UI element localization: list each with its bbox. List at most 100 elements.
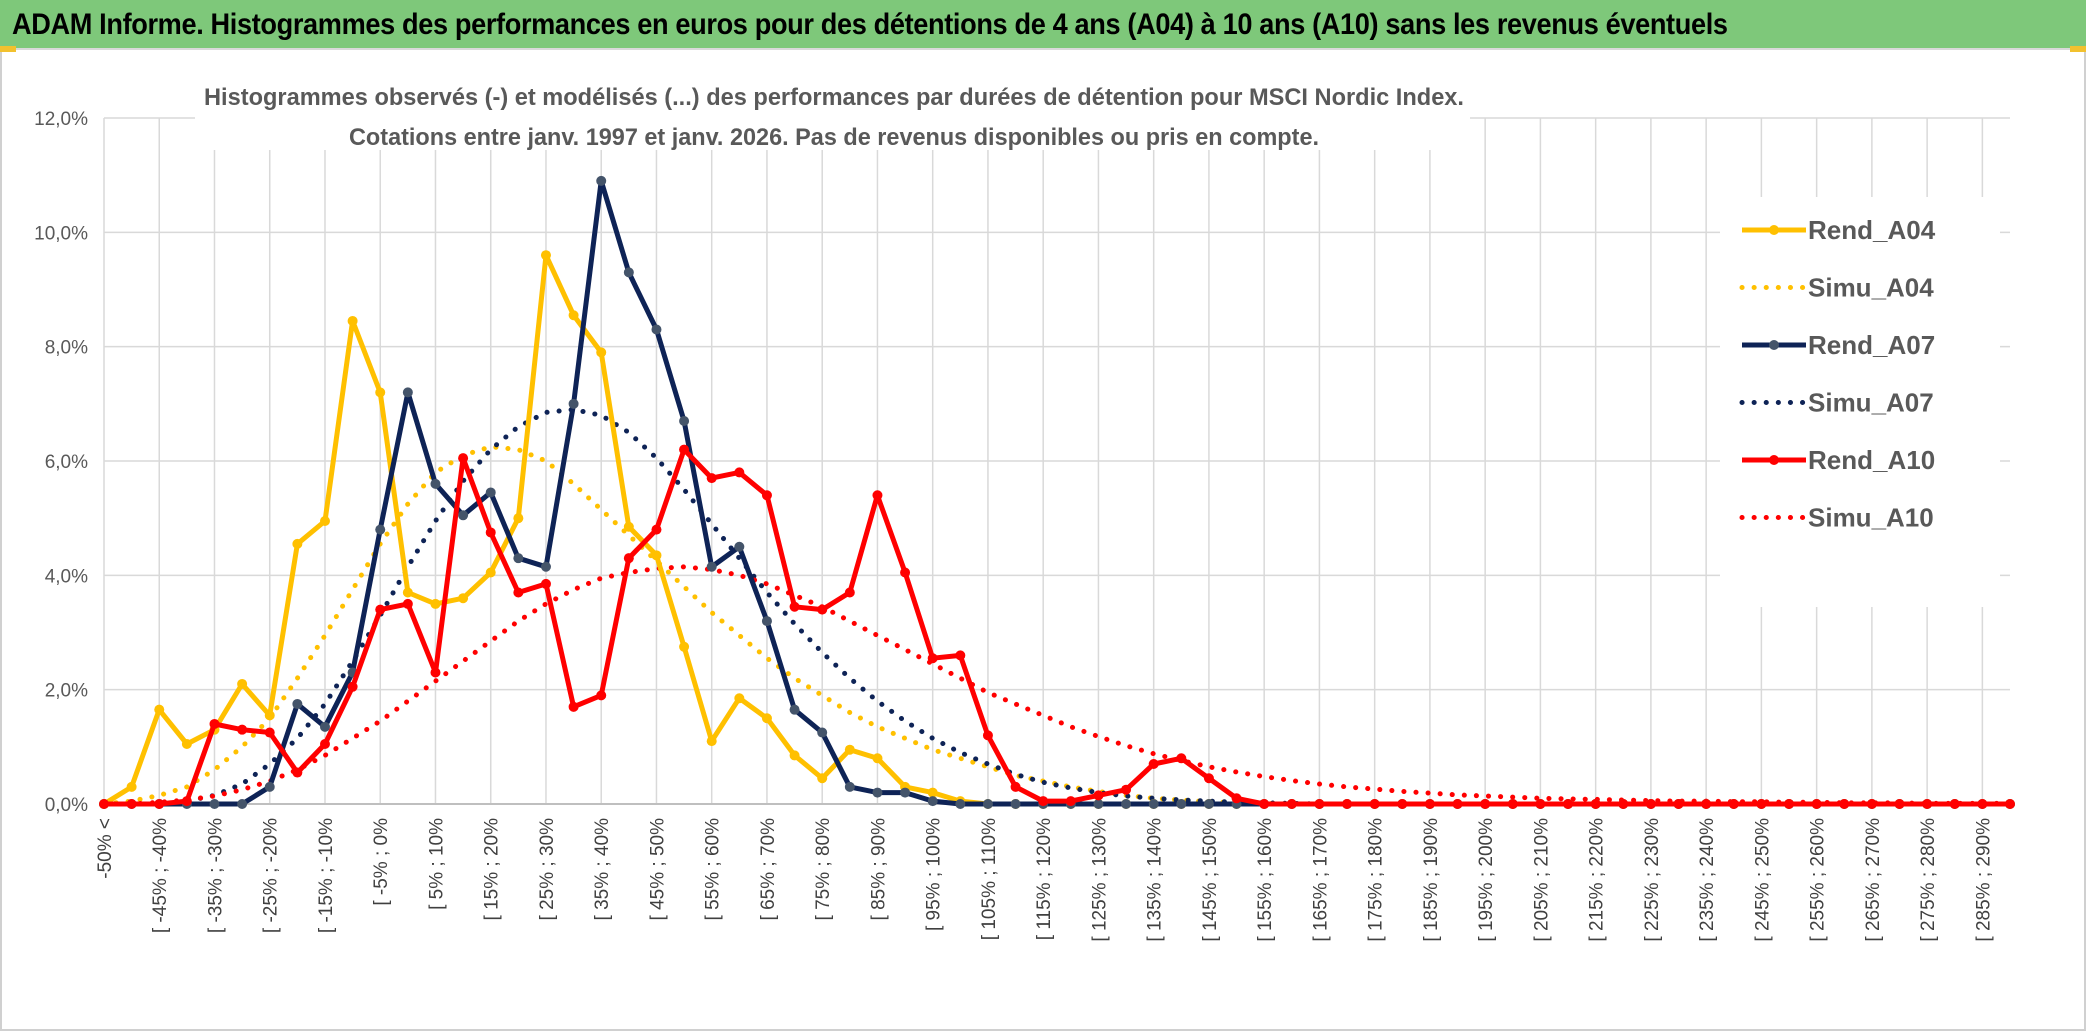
x-tick-label: [ 5% ; 10% <box>426 818 447 910</box>
legend-marker <box>1769 225 1779 235</box>
data-point <box>513 513 524 524</box>
data-point <box>1894 799 1905 809</box>
data-point <box>596 175 607 186</box>
data-point <box>264 781 275 792</box>
x-tick-label: [ 275% ; 280% <box>1918 818 1939 942</box>
data-point <box>1093 799 1104 809</box>
data-point <box>237 799 248 809</box>
data-point <box>1673 799 1684 809</box>
data-point <box>651 324 662 335</box>
x-tick-label: [ 55% ; 60% <box>703 818 724 921</box>
data-point <box>844 587 855 598</box>
data-point <box>1922 799 1933 809</box>
data-point <box>237 724 248 735</box>
legend-item-rend-a04: Rend_A04 <box>1742 215 1936 245</box>
data-point <box>1010 781 1021 792</box>
data-point <box>651 524 662 535</box>
data-point <box>844 781 855 792</box>
data-point <box>402 598 413 609</box>
data-point <box>126 799 137 809</box>
x-tick-label: [ 165% ; 170% <box>1310 818 1331 942</box>
x-tick-label: [ -5% ; 0% <box>371 818 392 906</box>
data-point <box>181 738 192 749</box>
data-point <box>264 727 275 738</box>
data-point <box>154 704 165 715</box>
data-point <box>1645 799 1656 809</box>
data-point <box>1811 799 1822 809</box>
data-point <box>1452 799 1463 809</box>
data-point <box>734 693 745 704</box>
data-point <box>982 799 993 809</box>
data-point <box>430 598 441 609</box>
header-corner-right <box>2070 46 2086 52</box>
data-point <box>1231 793 1242 804</box>
data-point <box>1535 799 1546 809</box>
data-point <box>375 387 386 398</box>
data-point <box>375 524 386 535</box>
series-simu-a07 <box>101 407 2013 807</box>
data-point <box>540 250 551 261</box>
data-point <box>734 541 745 552</box>
header-bar: ADAM Informe. Histogrammes des performan… <box>0 0 2086 50</box>
data-point <box>319 516 330 527</box>
data-point <box>651 550 662 561</box>
data-point <box>706 561 717 572</box>
x-tick-label: [ -15% ; -10% <box>316 818 337 933</box>
data-point <box>817 773 828 784</box>
x-tick-label: [ -25% ; -20% <box>261 818 282 933</box>
data-point <box>679 415 690 426</box>
data-point <box>1203 773 1214 784</box>
data-point <box>1701 799 1712 809</box>
data-point <box>872 787 883 798</box>
x-tick-label: [ 135% ; 140% <box>1145 818 1166 942</box>
x-tick-label: [ -45% ; -40% <box>150 818 171 933</box>
data-point <box>872 490 883 501</box>
data-point <box>1148 799 1159 809</box>
data-point <box>927 796 938 807</box>
legend-item-simu-a07: Simu_A07 <box>1739 388 1934 418</box>
x-tick-label: [ 25% ; 30% <box>537 818 558 921</box>
data-point <box>347 315 358 326</box>
data-point <box>485 567 496 578</box>
data-point <box>1038 796 1049 807</box>
data-point <box>1176 753 1187 764</box>
data-point <box>1369 799 1380 809</box>
grid-lines <box>103 117 2010 805</box>
data-point <box>237 678 248 689</box>
data-point <box>1424 799 1435 809</box>
data-point <box>1784 799 1795 809</box>
legend-label: Simu_A10 <box>1808 503 1934 533</box>
data-point <box>319 738 330 749</box>
legend-item-simu-a04: Simu_A04 <box>1739 273 1934 303</box>
data-point <box>927 787 938 798</box>
data-point <box>1949 799 1960 809</box>
x-tick-label: [ 285% ; 290% <box>1973 818 1994 942</box>
data-point <box>761 713 772 724</box>
data-point <box>1093 790 1104 801</box>
data-point <box>430 478 441 489</box>
data-point <box>706 736 717 747</box>
data-point <box>1121 799 1132 809</box>
data-point <box>2005 799 2015 809</box>
x-axis: -50% < [ -45% ; -40% [ -35% ; -30% [ -25% ;… <box>95 803 2010 942</box>
legend-label: Simu_A07 <box>1808 388 1934 418</box>
y-tick-label: 2,0% <box>45 681 88 702</box>
data-point <box>99 799 109 809</box>
x-tick-label: [ 215% ; 220% <box>1587 818 1608 942</box>
x-tick-label: [ 225% ; 230% <box>1642 818 1663 942</box>
data-point <box>982 730 993 741</box>
histogram-chart: 0,0% 2,0% 4,0% 6,0% 8,0% 10,0% 12,0% -50% < [ -… <box>34 74 2015 942</box>
data-point <box>872 753 883 764</box>
data-point <box>1866 799 1877 809</box>
data-point <box>568 310 579 321</box>
data-point <box>734 467 745 478</box>
data-point <box>1480 799 1491 809</box>
data-point <box>264 710 275 721</box>
data-point <box>761 616 772 627</box>
data-point <box>292 767 303 778</box>
x-tick-label: [ 65% ; 70% <box>758 818 779 921</box>
data-point <box>402 387 413 398</box>
data-point <box>402 587 413 598</box>
data-point <box>430 667 441 678</box>
x-tick-label: [ 205% ; 210% <box>1531 818 1552 942</box>
